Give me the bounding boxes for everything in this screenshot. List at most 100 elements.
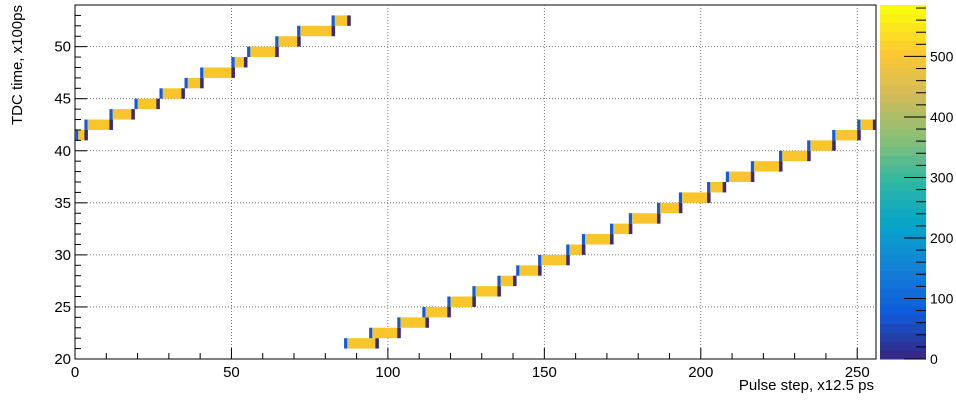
heatmap-cell [478, 286, 483, 297]
heatmap-cell [425, 317, 429, 328]
colorbar-band [880, 75, 926, 86]
heatmap-cell [331, 15, 336, 26]
colorbar-band [880, 102, 926, 112]
heatmap-cell [588, 234, 592, 245]
y-tick-label: 35 [54, 195, 71, 212]
heatmap-cell [347, 15, 351, 26]
heatmap-cell [397, 317, 401, 328]
heatmap-cell [434, 306, 439, 318]
heatmap-cell [763, 161, 767, 172]
heatmap-cell [613, 223, 617, 235]
heatmap-cell [272, 46, 276, 58]
heatmap-cell [841, 129, 846, 141]
heatmap-cell [760, 161, 764, 172]
heatmap-cell [447, 306, 451, 318]
x-tick-label: 150 [532, 364, 557, 381]
y-tick-label: 20 [54, 351, 71, 368]
heatmap-cell [153, 98, 157, 110]
heatmap-cell [200, 77, 204, 89]
x-axis-title: Pulse step, x12.5 ps [739, 377, 874, 394]
heatmap-cell [750, 171, 755, 182]
heatmap-cell [713, 182, 717, 193]
heatmap-cell [347, 338, 351, 349]
heatmap-cell [779, 161, 783, 172]
heatmap-cell [857, 129, 861, 141]
y-tick-label: 45 [54, 91, 71, 108]
heatmap-cell [735, 171, 739, 182]
heatmap-cell [256, 46, 261, 58]
heatmap-cell [813, 140, 817, 151]
x-tick-label: 200 [688, 364, 713, 381]
heatmap-cell [391, 327, 395, 339]
heatmap-cell [506, 275, 511, 287]
heatmap-cell [675, 202, 680, 214]
heatmap-cell [625, 223, 630, 235]
heatmap-cell [663, 202, 667, 214]
heatmap-cell [672, 202, 677, 214]
heatmap-cell [328, 25, 332, 37]
heatmap-cell [772, 161, 777, 172]
heatmap-cell [797, 150, 802, 162]
heatmap-cell [340, 15, 345, 26]
colorbar-tick-label: 0 [930, 351, 938, 367]
colorbar-band [880, 243, 926, 254]
heatmap-cell [581, 234, 586, 245]
heatmap-cell [794, 150, 799, 162]
heatmap-cell [832, 140, 836, 151]
y-axis-title: TDC time, x100ps [9, 5, 26, 125]
heatmap-cell [181, 88, 185, 99]
heatmap-cell [847, 129, 852, 141]
heatmap-cell [284, 36, 289, 47]
heatmap-cell [569, 244, 573, 255]
heatmap-cell [644, 213, 648, 224]
heatmap-cell [816, 140, 821, 151]
heatmap-cell [93, 119, 98, 130]
heatmap-cell [807, 140, 811, 151]
heatmap-cell [428, 306, 433, 318]
heatmap-cell [168, 88, 173, 99]
heatmap-cell [766, 161, 771, 172]
heatmap-cell [725, 171, 730, 182]
heatmap-cell [647, 213, 652, 224]
colorbar-tick-label: 400 [930, 109, 954, 125]
colorbar-band [880, 137, 926, 148]
heatmap-cell [750, 161, 755, 172]
colorbar-band [880, 13, 926, 24]
colorbar-band [880, 314, 926, 325]
colorbar-band [880, 297, 926, 307]
colorbar-band [880, 190, 926, 201]
heatmap-cell [534, 265, 539, 276]
heatmap-cell [212, 67, 217, 78]
heatmap-cell [90, 119, 95, 130]
heatmap-cell [697, 192, 702, 203]
heatmap-cell [747, 171, 752, 182]
heatmap-cell [375, 327, 379, 339]
heatmap-cell [622, 223, 627, 235]
heatmap-cell [703, 192, 708, 203]
heatmap-cell [641, 213, 645, 224]
heatmap-cell [678, 202, 683, 214]
y-tick-label: 50 [54, 39, 71, 56]
heatmap-cell [513, 275, 517, 287]
heatmap-cell [215, 67, 220, 78]
colorbar-band [880, 261, 926, 271]
heatmap-cell [84, 119, 88, 130]
heatmap-cell [638, 213, 642, 224]
heatmap-cell [631, 213, 636, 224]
heatmap-cell [422, 306, 426, 318]
heatmap-cell [531, 265, 536, 276]
heatmap-cell [575, 244, 580, 255]
heatmap-cell [100, 119, 104, 130]
heatmap-cell [716, 182, 720, 193]
heatmap-cell [682, 192, 686, 203]
heatmap-cell [519, 265, 523, 276]
heatmap-cell [466, 296, 470, 307]
heatmap-cell [193, 77, 198, 89]
heatmap-cell [165, 88, 170, 99]
heatmap-cell [400, 317, 404, 328]
colorbar-band [880, 305, 926, 316]
heatmap-cell [788, 150, 792, 162]
heatmap-cell [653, 213, 658, 224]
heatmap-cell [656, 202, 661, 214]
heatmap-cell [203, 67, 207, 78]
